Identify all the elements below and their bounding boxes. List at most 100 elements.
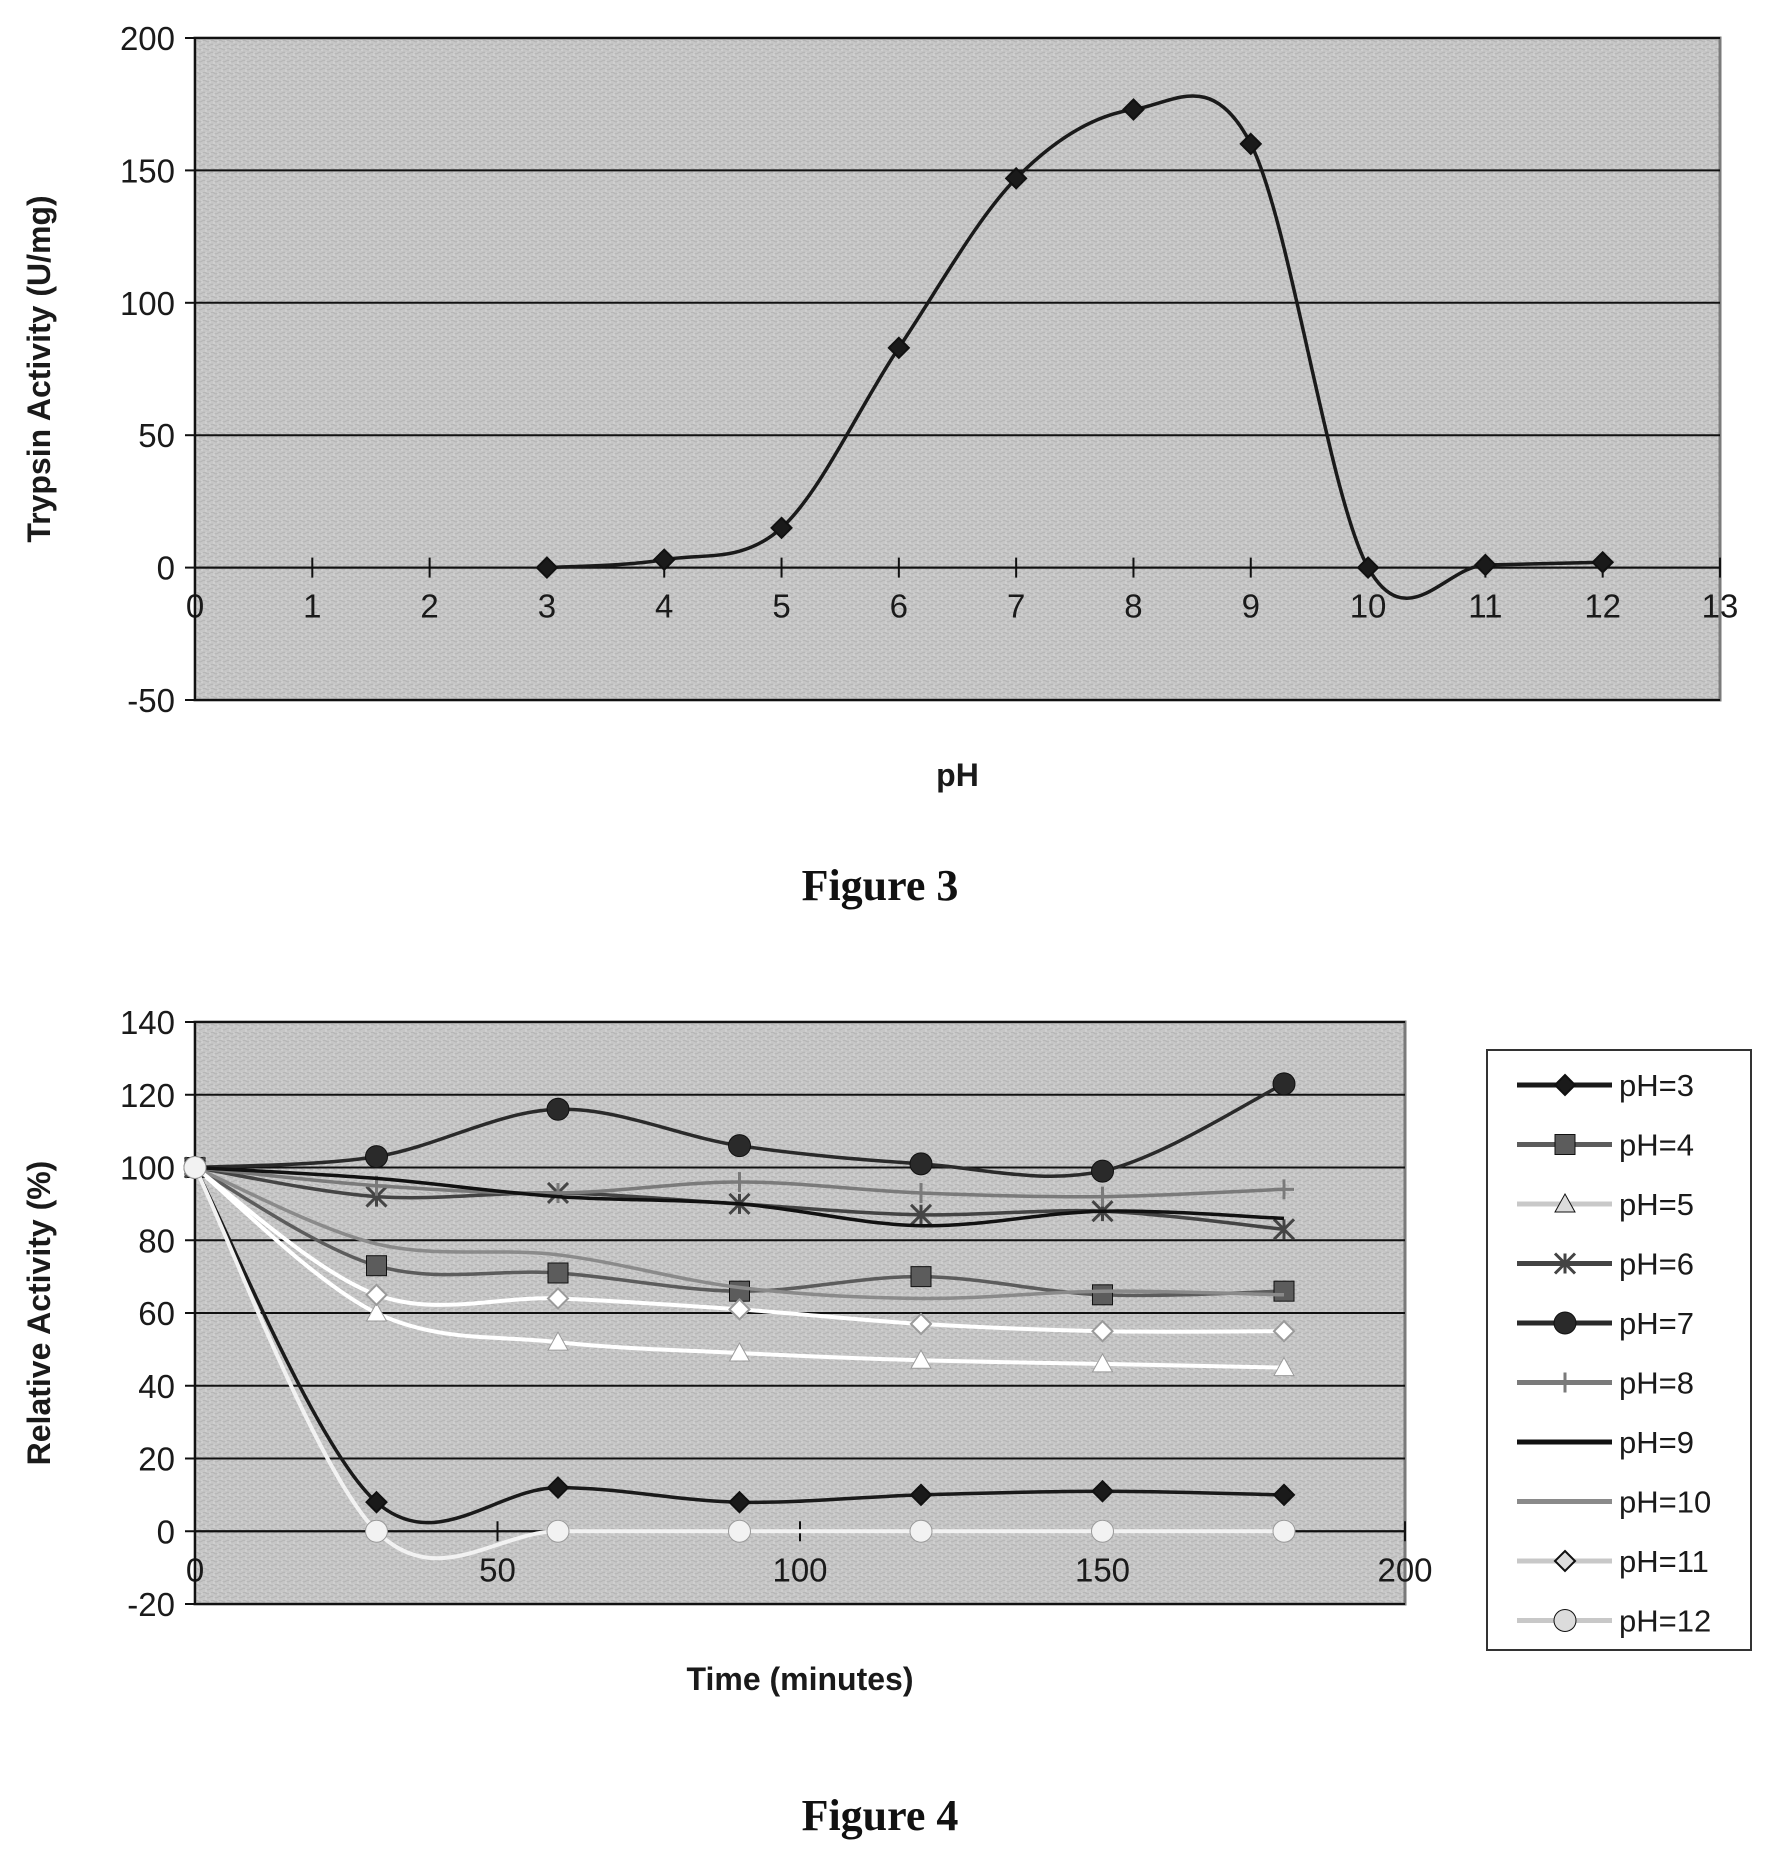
fig4-data-point [365, 1145, 388, 1169]
fig4-data-point [909, 1152, 933, 1176]
fig4-data-point [728, 1490, 751, 1514]
legend-label: pH=5 [1619, 1187, 1694, 1222]
fig3-x-tick-label: 11 [1468, 588, 1502, 625]
fig4-data-point [1091, 1159, 1114, 1183]
legend-label: pH=4 [1619, 1128, 1694, 1163]
fig4-data-point [546, 1519, 570, 1543]
fig3-series-line [546, 94, 1603, 601]
fig4-data-point [909, 1312, 933, 1336]
legend-item: pH=6 [1517, 1247, 1694, 1282]
fig4-y-tick-label: 140 [120, 1004, 175, 1041]
figure-4-legend: pH=3 pH=4 pH=5 pH=6 pH=7 pH=8 pH=9 pH=10 pH=11 pH… [1486, 1049, 1752, 1651]
fig4-x-axis-title: Time (minutes) [687, 1661, 914, 1697]
fig3-x-axis-title: pH [936, 757, 979, 793]
fig4-data-point [547, 1262, 569, 1284]
fig3-x-tick-label: 5 [772, 588, 790, 625]
fig4-y-tick-label: 120 [120, 1077, 175, 1114]
legend-label: pH=10 [1619, 1485, 1711, 1520]
fig4-y-tick-label: 0 [157, 1513, 175, 1550]
fig4-data-point [729, 1172, 750, 1193]
fig3-x-tick-label: 4 [655, 588, 673, 625]
fig3-x-tick-label: 6 [890, 588, 908, 625]
fig4-series-7 [194, 1165, 1285, 1228]
fig4-data-point [1272, 1519, 1296, 1543]
fig3-x-tick-label: 1 [303, 588, 321, 625]
legend-item: pH=3 [1517, 1068, 1694, 1103]
fig3-x-tick-label: 2 [420, 588, 438, 625]
fig4-data-point [365, 1301, 388, 1322]
legend-label: pH=12 [1619, 1604, 1711, 1639]
fig4-data-point [546, 1476, 570, 1500]
fig3-data-point [1473, 553, 1497, 577]
fig4-x-tick-label: 200 [1377, 1551, 1432, 1588]
fig4-data-point [365, 1519, 388, 1543]
fig3-y-tick-label: 50 [138, 417, 175, 454]
legend-marker [1553, 1311, 1577, 1335]
legend-label: pH=7 [1619, 1306, 1694, 1341]
figure-3-caption: Figure 3 [802, 861, 959, 910]
fig4-x-tick-label: 150 [1075, 1551, 1130, 1588]
fig3-data-point [652, 548, 676, 572]
fig4-data-point [1272, 1218, 1296, 1241]
fig4-series-8 [194, 1165, 1285, 1301]
legend-item: pH=11 [1517, 1544, 1709, 1579]
fig3-y-tick-label: 150 [120, 152, 175, 189]
fig4-data-point [909, 1203, 933, 1226]
fig4-data-point [1273, 1280, 1295, 1302]
fig4-data-point [910, 1349, 932, 1369]
fig3-x-tick-label: 8 [1124, 588, 1142, 625]
fig4-y-tick-label: 40 [138, 1368, 175, 1405]
legend-marker [1553, 1073, 1577, 1097]
fig3-data-point [1356, 556, 1380, 580]
fig3-y-tick-label: 100 [120, 285, 175, 322]
fig4-y-tick-label: 100 [120, 1150, 175, 1187]
legend-label: pH=11 [1619, 1544, 1709, 1579]
fig3-y-tick-label: 200 [120, 20, 175, 57]
figure-4-caption: Figure 4 [802, 1791, 959, 1840]
fig4-y-axis-title: Relative Activity (%) [21, 1161, 57, 1466]
legend-item: pH=5 [1517, 1187, 1694, 1222]
fig4-data-point [910, 1266, 932, 1288]
fig4-data-point [1091, 1352, 1114, 1373]
fig4-x-tick-label: 100 [772, 1551, 827, 1588]
fig3-series-1 [535, 94, 1615, 601]
fig4-data-point [366, 1255, 387, 1277]
fig4-data-point [1273, 1356, 1295, 1377]
fig4-data-point [547, 1331, 569, 1351]
fig4-series-2 [184, 1157, 1295, 1306]
fig4-data-point [1272, 1072, 1296, 1096]
fig3-y-axis-title: Trypsin Activity (U/mg) [21, 195, 57, 542]
legend-box [1486, 1049, 1752, 1651]
fig4-data-point [1091, 1319, 1114, 1343]
fig4-data-point [911, 1182, 931, 1203]
legend-item: pH=10 [1517, 1485, 1711, 1520]
fig3-x-tick-label: 10 [1350, 588, 1387, 625]
fig3-x-tick-label: 9 [1242, 588, 1260, 625]
fig3-data-point [1239, 132, 1263, 156]
legend-item: pH=8 [1517, 1366, 1694, 1401]
fig4-y-tick-label: 80 [138, 1222, 175, 1259]
legend-item: pH=4 [1517, 1128, 1694, 1163]
fig4-data-point [1274, 1179, 1294, 1200]
fig4-series-10 [183, 1156, 1296, 1561]
fig4-data-point [1092, 1284, 1113, 1306]
fig4-series-line [194, 1165, 1285, 1301]
fig4-y-tick-label: -20 [127, 1586, 175, 1623]
fig3-data-point [1122, 98, 1145, 121]
fig3-data-point [887, 336, 911, 360]
legend-marker [1555, 1372, 1575, 1393]
fig4-data-point [1272, 1319, 1296, 1343]
fig3-data-point [1004, 166, 1028, 190]
fig3-x-tick-label: 12 [1584, 588, 1621, 625]
legend-item: pH=7 [1517, 1306, 1694, 1341]
legend-item: pH=12 [1517, 1604, 1711, 1639]
legend-label: pH=6 [1619, 1247, 1694, 1282]
fig3-x-tick-label: 13 [1702, 588, 1739, 625]
fig3-y-tick-label: -50 [127, 682, 175, 719]
fig4-data-point [1092, 1186, 1113, 1207]
legend-marker [1553, 1252, 1577, 1275]
fig4-data-point [365, 1283, 388, 1307]
